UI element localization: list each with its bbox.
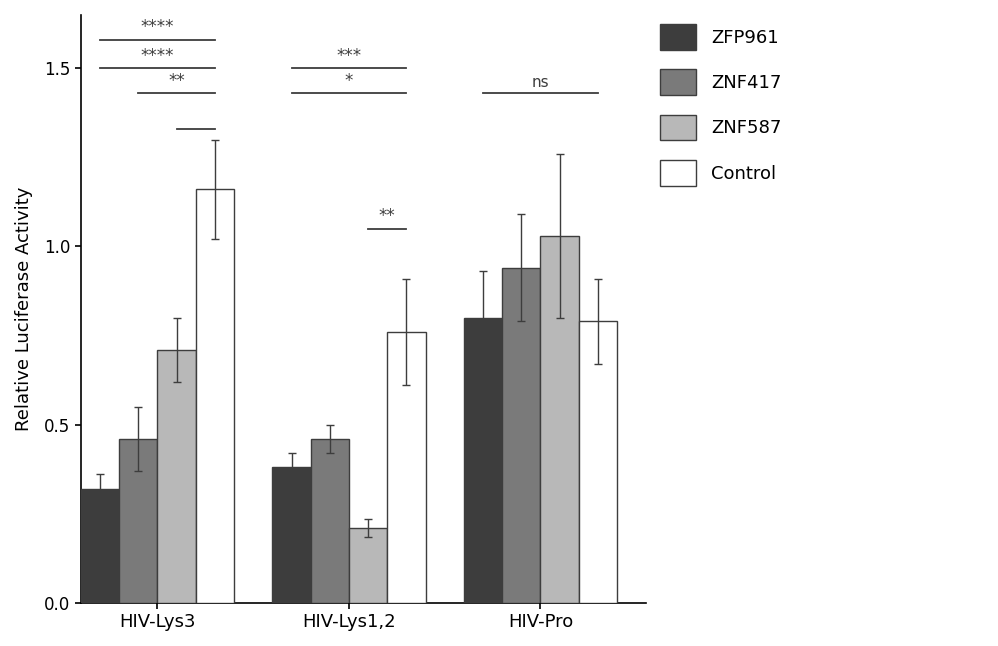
Bar: [81, 488, 119, 603]
Bar: [310, 439, 349, 603]
Text: **: **: [169, 72, 185, 90]
Text: ****: ****: [141, 18, 175, 36]
Text: *: *: [344, 72, 353, 90]
Y-axis label: Relative Luciferase Activity: Relative Luciferase Activity: [15, 187, 33, 431]
Text: ****: ****: [141, 47, 175, 65]
Text: ns: ns: [532, 75, 549, 90]
Text: **: **: [379, 207, 395, 225]
Text: ***: ***: [336, 47, 361, 65]
Bar: [196, 189, 235, 603]
Bar: [579, 321, 617, 603]
Bar: [158, 349, 196, 603]
Legend: ZFP961, ZNF417, ZNF587, Control: ZFP961, ZNF417, ZNF587, Control: [661, 24, 781, 186]
Bar: [349, 528, 387, 603]
Bar: [387, 332, 425, 603]
Bar: [119, 439, 158, 603]
Bar: [272, 467, 310, 603]
Bar: [540, 236, 579, 603]
Bar: [502, 268, 540, 603]
Bar: [464, 318, 502, 603]
